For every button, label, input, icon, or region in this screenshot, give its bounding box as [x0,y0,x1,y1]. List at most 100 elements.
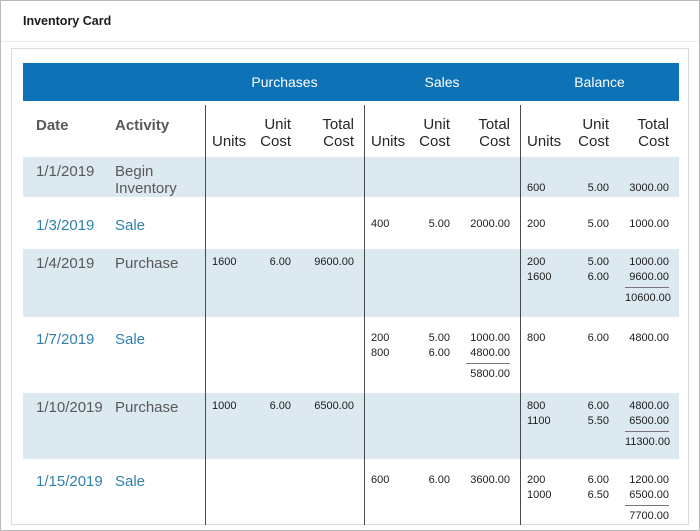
purchases-units-cell [205,163,251,201]
balance-unit-cost-cell: 6.00 6.50 [570,473,625,525]
units-value: 200 [527,256,546,268]
purchases-total-cost-cell: 6500.00 [307,399,364,463]
unit-cost-value: 5.00 [428,218,450,230]
total-cost-value: 4800.00 [629,400,669,412]
activity-cell[interactable]: Sale [115,331,146,348]
balance-total-cost-cell: 1200.00 6500.00 7700.00 [625,473,679,525]
purchases-units-cell [205,331,251,393]
date-cell: 1/4/2019 [36,255,95,272]
balance-units-cell: 200 1600 [520,255,570,321]
total-cost-value: 1000.00 [470,332,510,344]
units-value: 200 [527,218,546,230]
sales-units-cell: 600 [364,473,410,525]
purchases-total-cost-header: Total Cost [322,116,354,150]
total-cost-value: 6500.00 [629,415,669,427]
sales-units-cell [364,255,410,321]
balance-units-cell: 200 1000 [520,473,570,525]
units-value: 200 [527,474,546,486]
unit-cost-value: 5.00 [428,332,450,344]
activity-column-header: Activity [115,117,170,134]
purchases-unit-cost-cell: 6.00 [251,399,307,463]
purchases-units-cell: 1000 [205,399,251,463]
balance-unit-cost-header: Unit Cost [578,116,609,150]
balance-units-cell: 600 [520,163,570,201]
balance-total-cost-header: Total Cost [637,116,669,150]
activity-cell: Begin Inventory [115,163,177,197]
balance-unit-cost-cell: 6.00 5.50 [570,399,625,463]
purchases-total-cost-cell: 9600.00 [307,255,364,321]
units-value: 1600 [212,256,237,268]
purchases-divider-line [205,105,206,525]
total-cost-value: 9600.00 [314,256,354,268]
date-cell[interactable]: 1/15/2019 [36,473,103,490]
date-column-header: Date [36,117,69,134]
balance-unit-cost-cell: 5.00 [570,163,625,201]
sales-unit-cost-cell: 6.00 [410,473,466,525]
purchases-unit-cost-header: Unit Cost [260,116,291,150]
sales-total-cost-cell [466,399,520,463]
subtotal-value: 10600.00 [625,287,671,306]
sales-unit-cost-cell [410,163,466,201]
sales-unit-cost-cell: 5.00 6.00 [410,331,466,393]
balance-divider-line [520,105,521,525]
sales-group-header: Sales [424,74,460,90]
unit-cost-value: 6.00 [269,256,291,268]
total-cost-value: 4800.00 [629,332,669,344]
total-cost-value: 1000.00 [629,218,669,230]
total-cost-value: 6500.00 [629,489,669,501]
activity-cell: Purchase [115,255,179,272]
activity-cell[interactable]: Sale [115,217,146,234]
purchases-total-cost-cell [307,331,364,393]
column-header-row: Date Activity Units Unit Cost Total Cost… [23,101,679,157]
purchases-units-cell [205,217,251,249]
unit-cost-value: 6.00 [428,347,450,359]
sales-divider-line [364,105,365,525]
unit-cost-value: 6.00 [587,271,609,283]
balance-units-cell: 200 [520,217,570,249]
inventory-row: 1/15/2019 Sale 600 6.00 3600.00 200 1000 … [23,463,679,525]
unit-cost-value: 6.00 [587,474,609,486]
total-cost-value: 2000.00 [470,218,510,230]
sales-unit-cost-cell [410,255,466,321]
unit-cost-value: 6.00 [587,400,609,412]
units-value: 600 [371,474,390,486]
subtotal-value: 11300.00 [625,431,670,450]
balance-unit-cost-cell: 6.00 [570,331,625,393]
units-value: 600 [527,182,546,194]
purchases-total-cost-cell [307,217,364,249]
inventory-row: 1/4/2019 Purchase 1600 6.00 9600.00 200 1… [23,249,679,321]
unit-cost-value: 6.00 [428,474,450,486]
sales-units-header: Units [371,133,406,150]
balance-units-header: Units [527,133,562,150]
purchases-units-cell: 1600 [205,255,251,321]
purchases-unit-cost-cell [251,217,307,249]
group-header-band: Purchases Sales Balance [23,63,679,101]
inventory-row: 1/7/2019 Sale 200 800 5.00 6.00 1000.00 480… [23,321,679,393]
units-value: 1000 [527,489,552,501]
date-cell[interactable]: 1/7/2019 [36,331,95,348]
subtotal-value: 7700.00 [625,505,669,524]
units-value: 1600 [527,271,552,283]
balance-total-cost-cell: 1000.00 9600.00 10600.00 [625,255,679,321]
unit-cost-value: 6.00 [269,400,291,412]
units-value: 800 [371,347,390,359]
units-value: 1100 [527,415,551,427]
activity-cell[interactable]: Sale [115,473,146,490]
units-value: 800 [527,400,546,412]
inventory-row: 1/1/2019 Begin Inventory 600 5.00 3000.0… [23,157,679,201]
subtotal-value: 5800.00 [466,363,510,382]
sales-total-cost-cell: 2000.00 [466,217,520,249]
total-cost-value: 3600.00 [470,474,510,486]
units-value: 800 [527,332,546,344]
date-cell[interactable]: 1/3/2019 [36,217,95,234]
unit-cost-value: 6.50 [587,489,609,501]
balance-total-cost-cell: 4800.00 [625,331,679,393]
sales-unit-cost-cell: 5.00 [410,217,466,249]
sales-units-cell: 200 800 [364,331,410,393]
balance-total-cost-cell: 1000.00 [625,217,679,249]
balance-group-header: Balance [574,74,625,90]
unit-cost-value: 6.00 [587,332,609,344]
total-cost-value: 1200.00 [629,474,669,486]
inventory-row: 1/10/2019 Purchase 1000 6.00 6500.00 800… [23,393,679,463]
sales-total-cost-cell: 1000.00 4800.00 5800.00 [466,331,520,393]
